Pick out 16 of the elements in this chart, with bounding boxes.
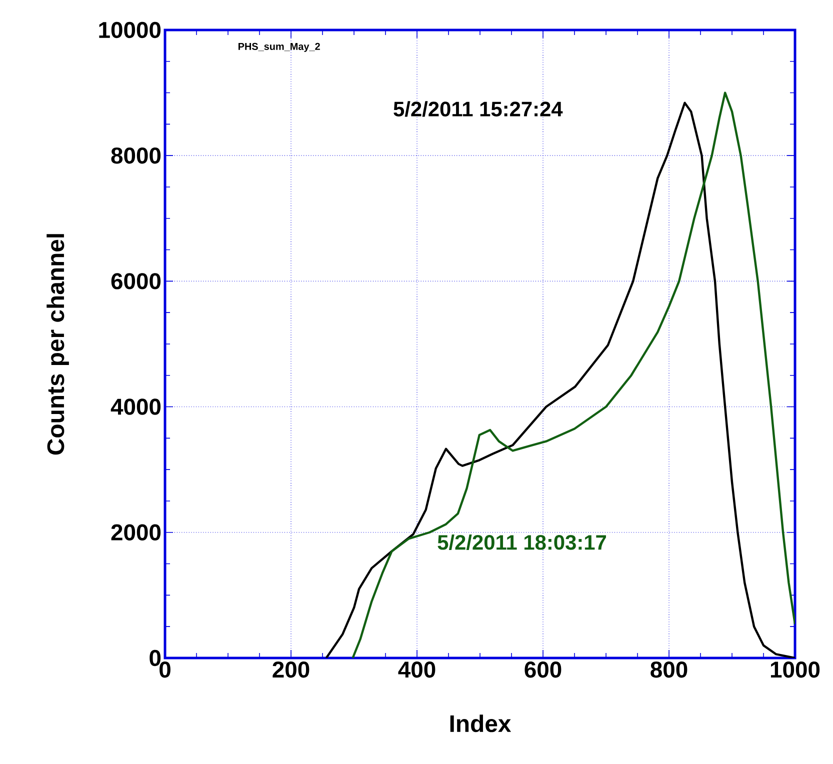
y-tick-label: 4000: [110, 398, 161, 415]
y-tick-label: 8000: [111, 147, 161, 164]
x-axis-title: Index: [450, 714, 512, 732]
x-tick-label: 400: [398, 662, 436, 678]
text: PHS_sum_May_2: [238, 42, 320, 52]
y-tick-label: 2000: [111, 524, 161, 540]
x-tick-label: 800: [650, 662, 688, 678]
y-tick-label: 10000: [99, 22, 161, 38]
y-axis-title: Counts per channel: [46, 234, 69, 455]
series-label: 5/2/2011 18:03:17: [438, 534, 606, 550]
text: 5/2/2011 15:27:24: [394, 101, 563, 117]
x-tick-label: 600: [524, 662, 562, 678]
y-tick-label: 6000: [111, 273, 161, 290]
x-tick-label: 200: [272, 662, 310, 678]
y-tick-label: 0: [150, 650, 161, 666]
x-tick-label: 1000: [770, 662, 820, 678]
